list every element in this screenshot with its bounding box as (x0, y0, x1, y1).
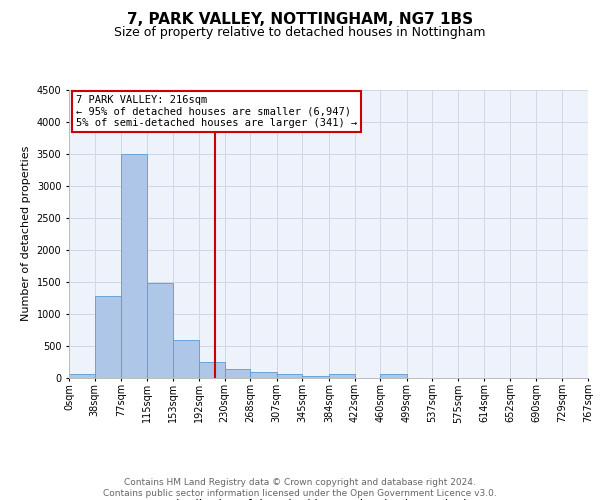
Bar (121, 154, 147, 378)
Text: 7, PARK VALLEY, NOTTINGHAM, NG7 1BS: 7, PARK VALLEY, NOTTINGHAM, NG7 1BS (127, 12, 473, 28)
Bar (95, 296, 121, 378)
Text: 7 PARK VALLEY: 216sqm
← 95% of detached houses are smaller (6,947)
5% of semi-de: 7 PARK VALLEY: 216sqm ← 95% of detached … (76, 95, 357, 128)
Bar (277, 374, 302, 378)
Bar (302, 376, 329, 378)
Bar (69, 374, 95, 378)
Bar (173, 340, 199, 378)
Y-axis label: Number of detached properties: Number of detached properties (21, 146, 31, 322)
Bar (250, 372, 277, 378)
Bar (224, 368, 250, 378)
Text: Contains HM Land Registry data © Crown copyright and database right 2024.
Contai: Contains HM Land Registry data © Crown c… (103, 478, 497, 498)
Bar (380, 374, 407, 378)
Text: Size of property relative to detached houses in Nottingham: Size of property relative to detached ho… (114, 26, 486, 39)
X-axis label: Distribution of detached houses by size in Nottingham: Distribution of detached houses by size … (167, 499, 490, 500)
Bar (147, 283, 173, 378)
Bar (199, 362, 224, 378)
Bar (329, 374, 355, 378)
